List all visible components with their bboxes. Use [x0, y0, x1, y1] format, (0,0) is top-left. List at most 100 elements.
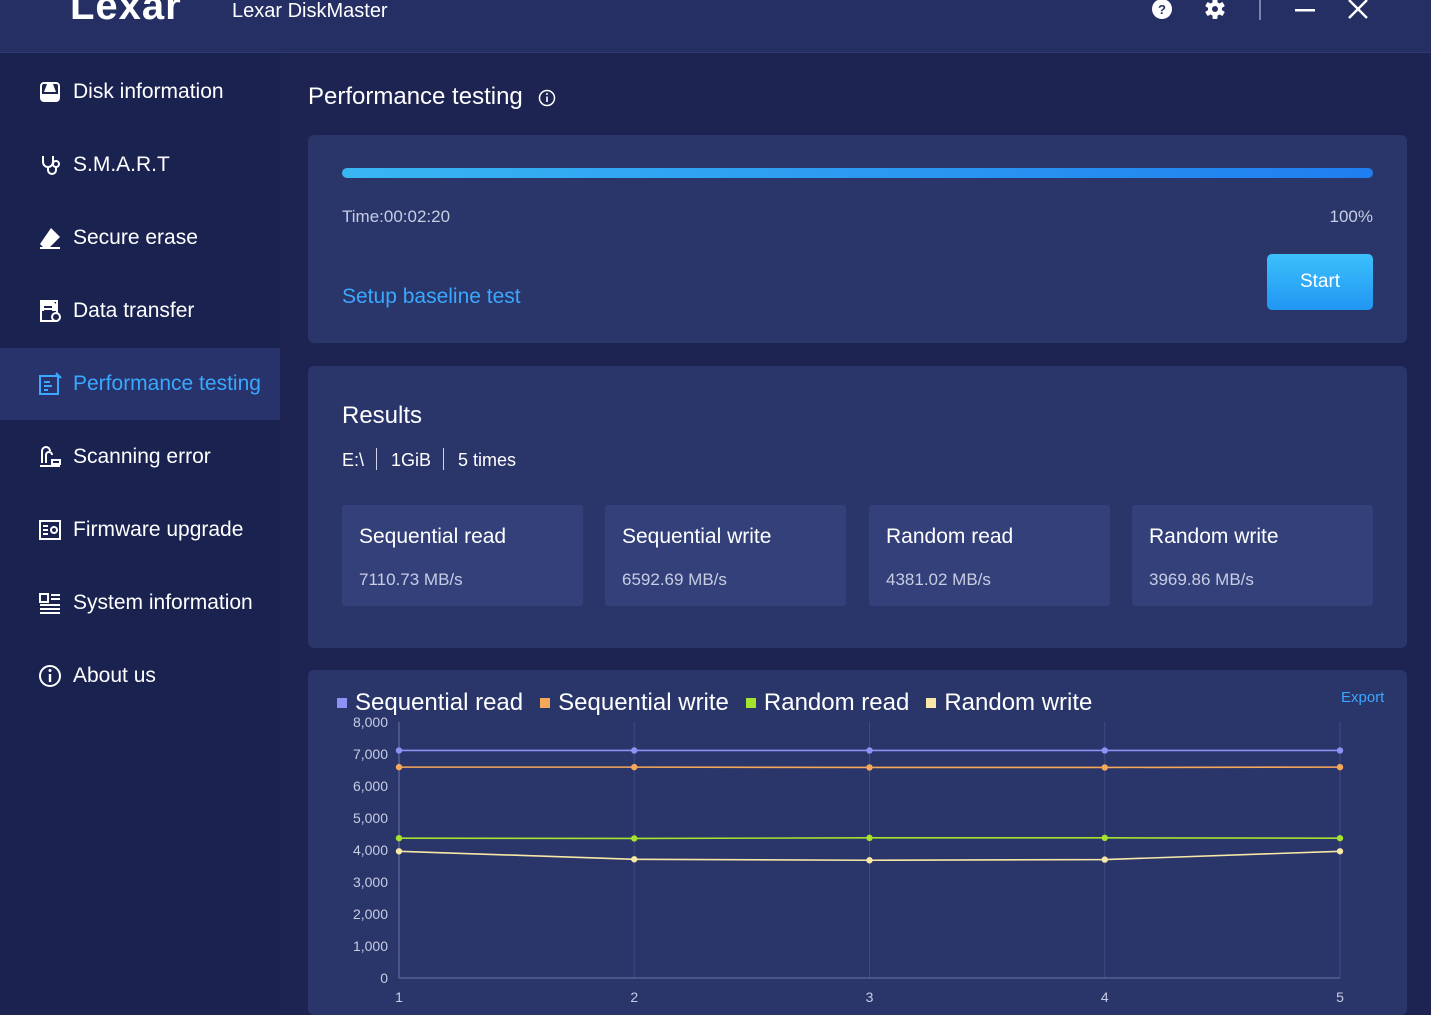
performance-line-chart: 0 1,000 2,000 3,000 4,000 5,000 6,000 7,000 8,00…	[330, 710, 1390, 1009]
performance-icon	[38, 372, 62, 396]
sidebar-item-about-us[interactable]: About us	[0, 640, 280, 712]
sidebar-item-label: Firmware upgrade	[73, 518, 243, 542]
y-tick-label: 1,000	[353, 938, 388, 954]
sidebar-item-secure-erase[interactable]: Secure erase	[0, 202, 280, 274]
legend-swatch	[540, 698, 550, 708]
sidebar-item-performance-testing[interactable]: Performance testing	[0, 348, 280, 420]
y-tick-label: 8,000	[353, 714, 388, 730]
progress-bar	[342, 168, 1373, 178]
metric-value: 7110.73 MB/s	[359, 570, 463, 590]
y-tick-label: 0	[380, 970, 388, 986]
metric-card-sequential-write: Sequential write 6592.69 MB/s	[605, 505, 846, 606]
progress-fill	[342, 168, 1373, 178]
y-tick-label: 6,000	[353, 778, 388, 794]
app-title: Lexar DiskMaster	[232, 0, 388, 23]
results-title: Results	[342, 402, 422, 430]
eraser-icon	[38, 226, 62, 250]
export-link[interactable]: Export	[1341, 689, 1384, 706]
sidebar-item-disk-information[interactable]: Disk information	[0, 56, 280, 128]
settings-button[interactable]	[1203, 0, 1227, 22]
sidebar-item-label: Data transfer	[73, 299, 194, 323]
data-point	[631, 764, 637, 770]
data-point	[1337, 764, 1343, 770]
metric-card-sequential-read: Sequential read 7110.73 MB/s	[342, 505, 583, 606]
disk-icon	[38, 80, 62, 104]
sidebar-item-label: Scanning error	[73, 445, 211, 469]
legend-swatch	[746, 698, 756, 708]
close-icon	[1347, 0, 1369, 22]
minimize-button[interactable]	[1293, 0, 1317, 22]
data-point	[396, 848, 402, 854]
sidebar-item-scanning-error[interactable]: Scanning error	[0, 421, 280, 493]
data-point	[1102, 835, 1108, 841]
close-button[interactable]	[1346, 0, 1370, 22]
y-tick-label: 7,000	[353, 746, 388, 762]
meta-divider	[376, 448, 377, 470]
data-point	[1102, 747, 1108, 753]
help-icon: ?	[1151, 0, 1173, 22]
x-tick-label: 3	[866, 989, 874, 1005]
sidebar: Disk information S.M.A.R.T Secure erase …	[0, 53, 280, 1009]
sidebar-item-label: S.M.A.R.T	[73, 153, 170, 177]
sidebar-item-data-transfer[interactable]: Data transfer	[0, 275, 280, 347]
data-point	[866, 747, 872, 753]
meta-divider	[443, 448, 444, 470]
metric-name: Random write	[1149, 525, 1279, 549]
data-transfer-icon	[38, 299, 62, 323]
x-tick-label: 2	[630, 989, 638, 1005]
test-size-label: 1GiB	[391, 450, 431, 471]
metric-name: Sequential read	[359, 525, 506, 549]
sidebar-item-label: Disk information	[73, 80, 224, 104]
help-button[interactable]: ?	[1150, 0, 1174, 22]
data-point	[1337, 747, 1343, 753]
legend-swatch	[926, 698, 936, 708]
data-point	[631, 856, 637, 862]
sidebar-item-firmware-upgrade[interactable]: Firmware upgrade	[0, 494, 280, 566]
start-button[interactable]: Start	[1267, 254, 1373, 310]
data-point	[866, 857, 872, 863]
svg-text:?: ?	[1158, 2, 1166, 17]
metric-card-random-read: Random read 4381.02 MB/s	[869, 505, 1110, 606]
y-tick-label: 2,000	[353, 906, 388, 922]
data-point	[396, 835, 402, 841]
firmware-icon	[38, 518, 62, 542]
data-point	[1102, 764, 1108, 770]
legend-swatch	[337, 698, 347, 708]
elapsed-time: Time:00:02:20	[342, 207, 450, 227]
y-tick-label: 3,000	[353, 874, 388, 890]
metric-value: 6592.69 MB/s	[622, 570, 727, 590]
minimize-icon	[1294, 0, 1316, 22]
y-tick-label: 4,000	[353, 842, 388, 858]
data-point	[631, 835, 637, 841]
data-point	[866, 764, 872, 770]
x-tick-label: 5	[1336, 989, 1344, 1005]
app-logo: Lexar	[70, 0, 182, 29]
data-point	[396, 747, 402, 753]
sidebar-item-label: Performance testing	[73, 372, 261, 396]
metric-name: Sequential write	[622, 525, 771, 549]
metric-value: 3969.86 MB/s	[1149, 570, 1254, 590]
info-icon[interactable]	[538, 89, 556, 112]
metric-name: Random read	[886, 525, 1013, 549]
test-control-panel	[308, 135, 1407, 343]
data-point	[1337, 835, 1343, 841]
data-point	[866, 835, 872, 841]
data-point	[631, 747, 637, 753]
stethoscope-icon	[38, 153, 62, 177]
sidebar-item-label: About us	[73, 664, 156, 688]
sidebar-item-system-information[interactable]: System information	[0, 567, 280, 639]
scan-icon	[38, 445, 62, 469]
titlebar-divider	[1259, 0, 1261, 20]
metric-card-random-write: Random write 3969.86 MB/s	[1132, 505, 1373, 606]
data-point	[396, 764, 402, 770]
system-info-icon	[38, 591, 62, 615]
setup-baseline-link[interactable]: Setup baseline test	[342, 285, 521, 309]
y-tick-label: 5,000	[353, 810, 388, 826]
data-point	[1337, 848, 1343, 854]
drive-label: E:\	[342, 450, 364, 471]
test-runs-label: 5 times	[458, 450, 516, 471]
metric-value: 4381.02 MB/s	[886, 570, 991, 590]
sidebar-item-smart[interactable]: S.M.A.R.T	[0, 129, 280, 201]
gear-icon	[1204, 0, 1226, 22]
sidebar-item-label: System information	[73, 591, 253, 615]
